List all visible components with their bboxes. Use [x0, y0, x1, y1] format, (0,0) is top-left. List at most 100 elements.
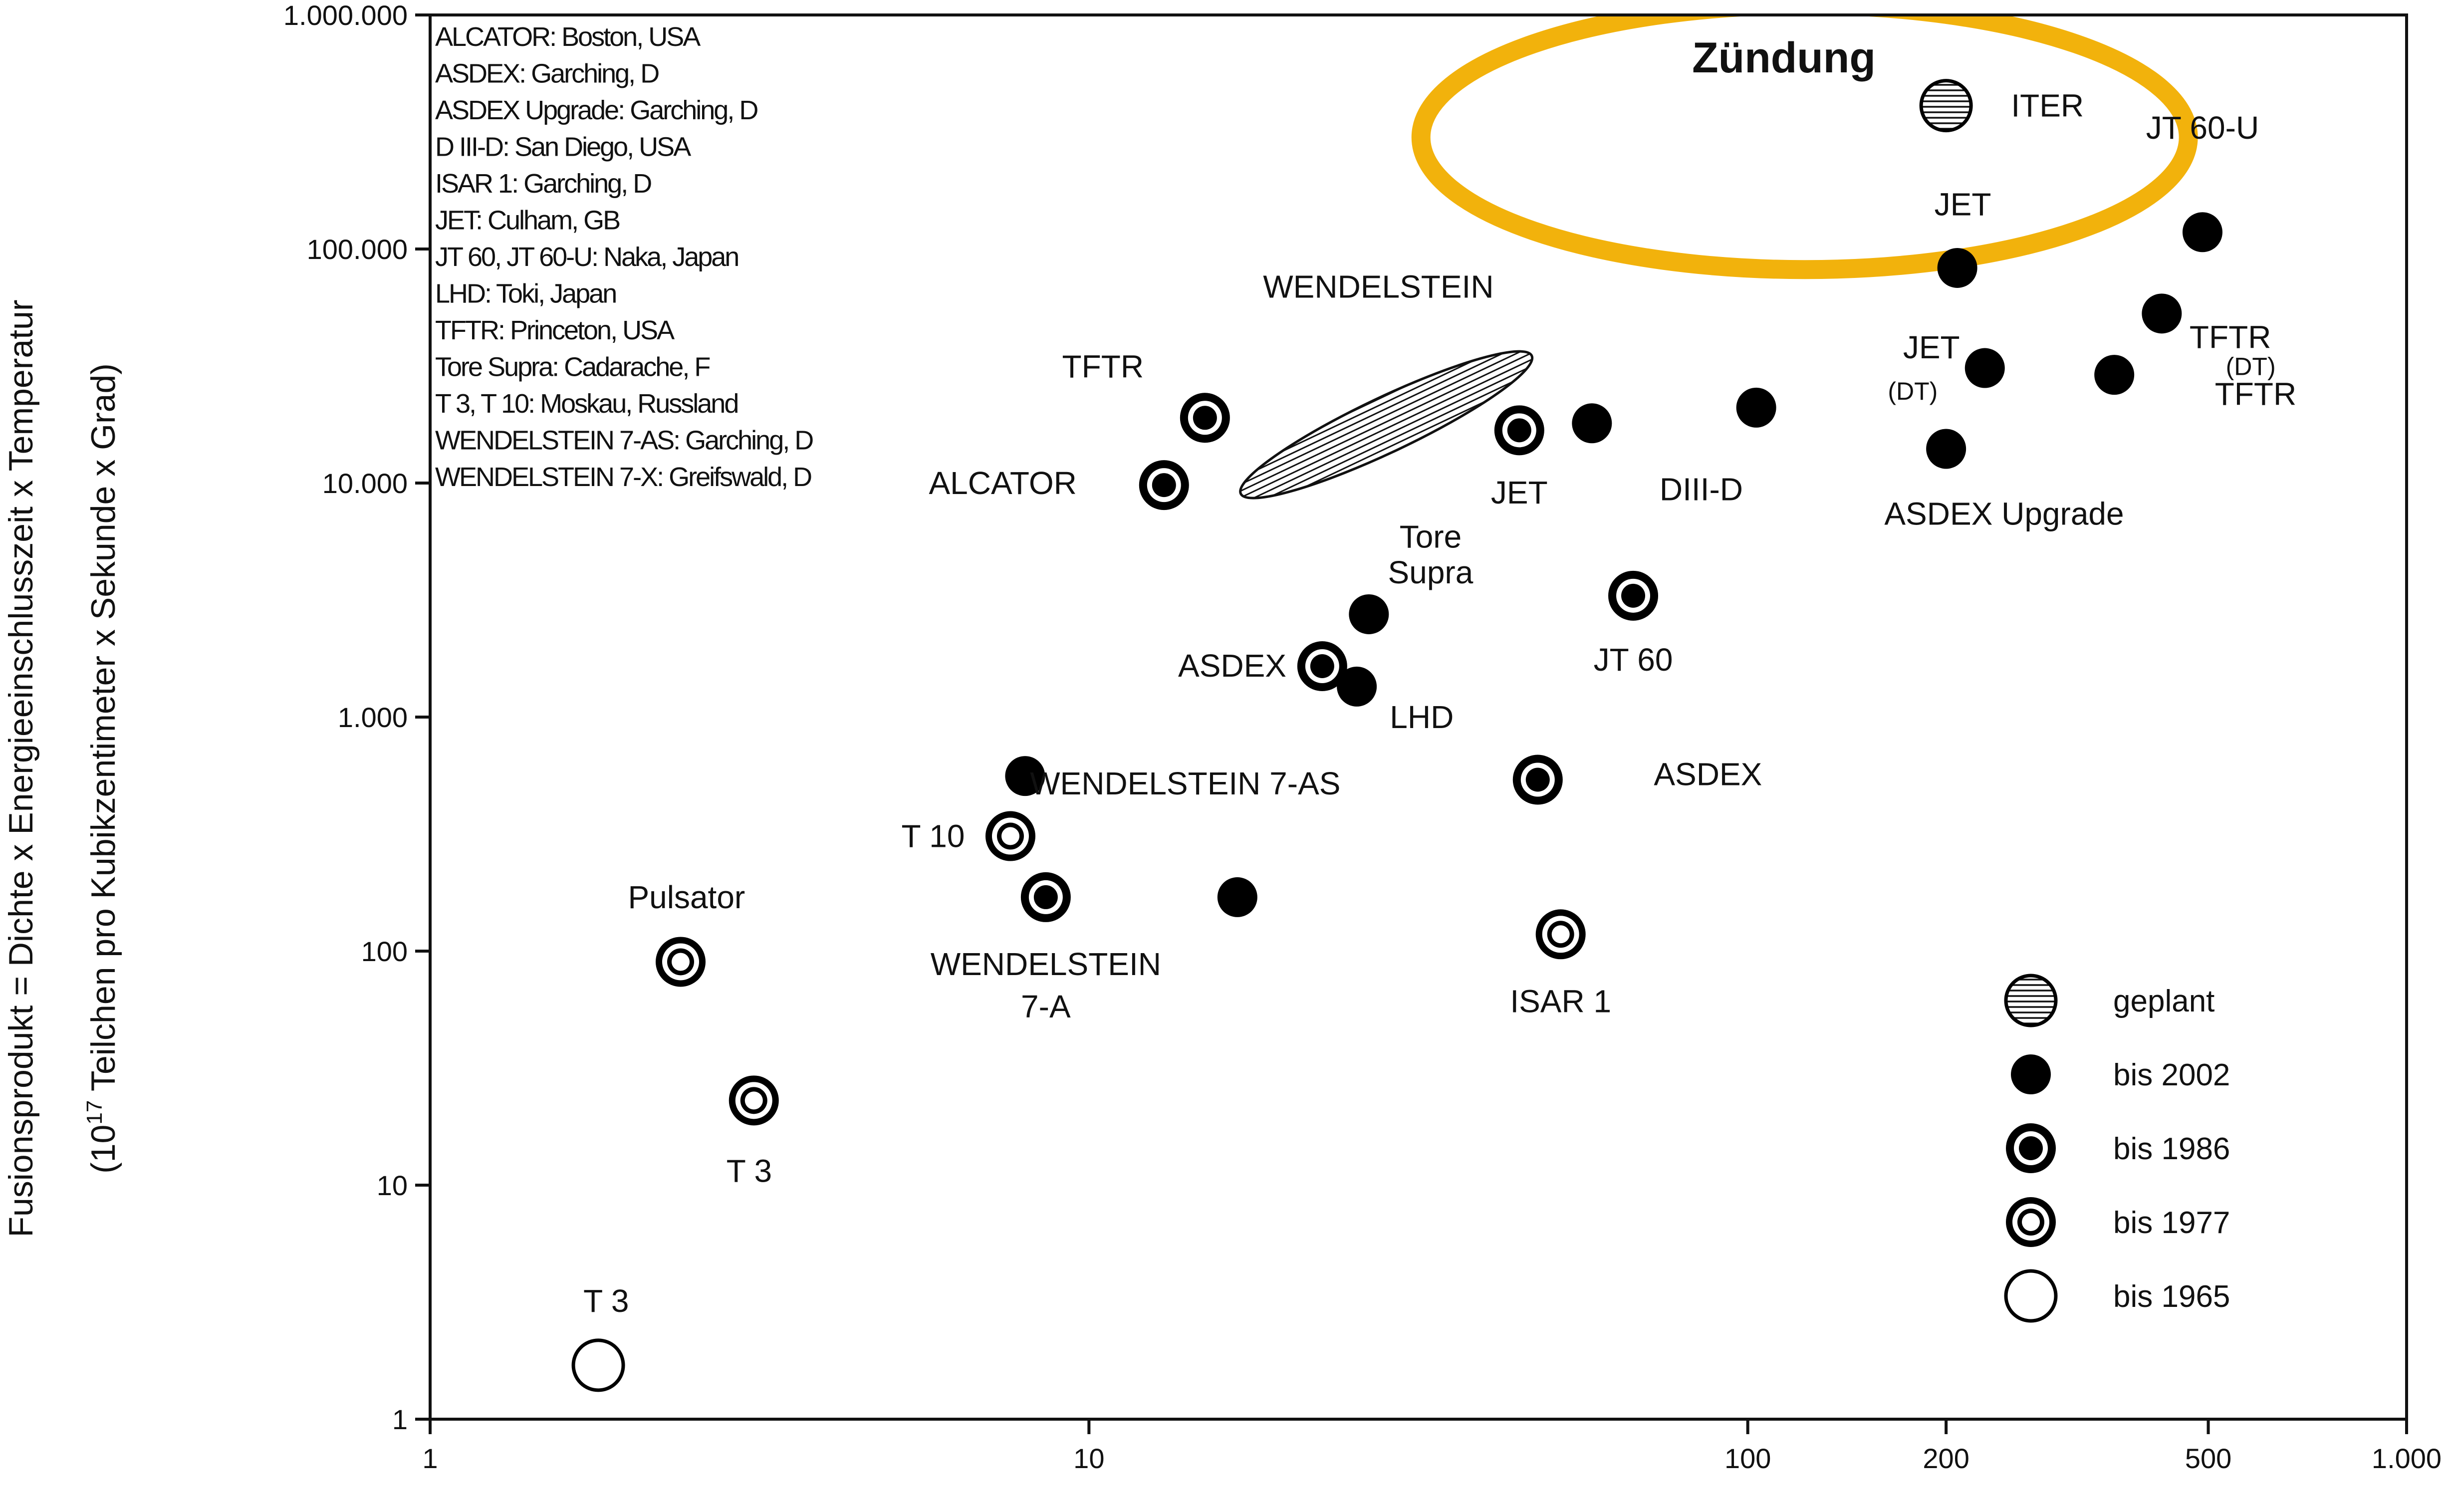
point-label: JET — [1903, 329, 1960, 365]
point-label: TFTR — [2215, 376, 2297, 412]
y-axis-title: Fusionsprodukt = Dichte x Energieeinschl… — [2, 299, 40, 1237]
point-bis2002 — [1937, 248, 1977, 288]
point-label: JT 60 — [1594, 642, 1673, 678]
marker-inner-dot — [1507, 418, 1531, 443]
legend-label: bis 1977 — [2113, 1206, 2230, 1240]
marker-hatched-circle — [1919, 79, 1973, 133]
point-label: ALCATOR — [929, 465, 1076, 501]
facility-entry: WENDELSTEIN 7-X: Greifswald, D — [435, 462, 811, 492]
point-bis2002 — [1926, 429, 1966, 469]
x-tick-label: 100 — [1724, 1443, 1771, 1474]
y-tick-label: 100.000 — [307, 234, 408, 265]
marker-hollow-circle — [2004, 1269, 2058, 1323]
point-bis2002 — [2094, 355, 2135, 395]
marker-filled-disc — [2182, 212, 2222, 252]
point-label: ASDEX — [1178, 648, 1286, 684]
marker-hollow-circle — [571, 1338, 625, 1392]
point-bis1986 — [1494, 405, 1544, 456]
point-label: LHD — [1390, 699, 1454, 735]
legend-marker-bis1965 — [2004, 1269, 2058, 1323]
marker-inner-dot — [1193, 406, 1217, 430]
point-bis2002 — [1349, 594, 1389, 634]
x-tick-label: 500 — [2185, 1443, 2231, 1474]
point-bis2002 — [2182, 212, 2222, 252]
point-bis2002 — [1572, 403, 1612, 444]
x-axis: 1 10 100 200 500 1.000 — [422, 1419, 2442, 1474]
point-bis1986 — [1180, 393, 1230, 443]
facility-entry: JT 60, JT 60-U: Naka, Japan — [435, 242, 738, 272]
facility-entry: ISAR 1: Garching, D — [435, 169, 651, 199]
legend-label: bis 1965 — [2113, 1279, 2230, 1314]
point-label: TFTR — [1062, 348, 1144, 384]
marker-filled-disc — [2094, 355, 2135, 395]
facility-entry: ALCATOR: Boston, USA — [435, 22, 701, 52]
marker-inner-dot — [1621, 583, 1646, 608]
point-label: WENDELSTEIN — [1263, 269, 1493, 305]
marker-inner-dot — [2019, 1136, 2043, 1160]
legend-marker-bis1977 — [2006, 1197, 2056, 1247]
marker-center — [1001, 827, 1019, 845]
point-label: ISAR 1 — [1510, 984, 1611, 1019]
facility-entry: Tore Supra: Cadarache, F — [435, 352, 710, 382]
point-bis1977 — [729, 1075, 779, 1126]
marker-filled-disc — [1937, 248, 1977, 288]
point-geplant — [1919, 79, 1973, 133]
legend-label: geplant — [2113, 984, 2214, 1018]
marker-center — [2022, 1213, 2040, 1231]
point-label: JET — [1935, 187, 1991, 223]
marker-inner-dot — [1152, 473, 1176, 498]
marker-inner-dot — [1033, 885, 1058, 909]
point-label: 7-A — [1021, 989, 1071, 1024]
legend-marker-geplant — [2004, 974, 2058, 1027]
point-label: T 3 — [583, 1283, 629, 1319]
marker-center — [1551, 925, 1570, 944]
wendelstein-7x-ellipse — [1239, 350, 1534, 500]
point-bis1977 — [1535, 909, 1586, 960]
marker-filled-disc — [1217, 877, 1257, 917]
point-bis1965 — [571, 1338, 625, 1392]
point-bis2002 — [1736, 387, 1776, 428]
point-label: ASDEX — [1654, 756, 1762, 792]
y-tick-label: 1.000.000 — [283, 0, 408, 31]
point-bis2002 — [1964, 348, 2005, 388]
facility-entry: T 3, T 10: Moskau, Russland — [435, 389, 737, 419]
marker-filled-disc — [1337, 666, 1377, 707]
marker-filled-disc — [1005, 756, 1045, 796]
marker-filled-disc — [1572, 403, 1612, 444]
facility-entry: WENDELSTEIN 7-AS: Garching, D — [435, 426, 813, 456]
x-tick-label: 200 — [1923, 1443, 1969, 1474]
point-label: WENDELSTEIN — [931, 946, 1161, 982]
marker-filled-disc — [1736, 387, 1776, 428]
y-tick-label: 10 — [377, 1170, 408, 1201]
legend-label: bis 2002 — [2113, 1058, 2230, 1092]
marker-inner-dot — [1525, 767, 1550, 792]
point-labels: T 3 Pulsator T 3 T 10 WENDELSTEIN 7-AS WENDEL… — [583, 88, 2296, 1319]
x-tick-label: 1.000 — [2372, 1443, 2442, 1474]
data-points — [571, 79, 2222, 1392]
facility-entry: LHD: Toki, Japan — [435, 279, 616, 309]
facility-entry: ASDEX: Garching, D — [435, 59, 659, 89]
point-sublabel: (DT) — [1888, 377, 1938, 405]
point-bis1977 — [985, 811, 1035, 861]
point-label: Supra — [1388, 554, 1473, 590]
y-axis-title-units: (1017 Teilchen pro Kubikzentimeter x Sek… — [82, 363, 122, 1174]
facility-entry: ASDEX Upgrade: Garching, D — [435, 95, 757, 125]
point-bis1986 — [1512, 755, 1563, 805]
point-bis1977 — [656, 937, 706, 987]
ignition-label: Zündung — [1692, 34, 1876, 82]
y-tick-label: 10.000 — [322, 468, 408, 499]
point-bis2002 — [1337, 666, 1377, 707]
legend-marker-bis1986 — [2006, 1123, 2056, 1173]
marker-center — [672, 953, 690, 971]
ignition-ring — [1411, 15, 2198, 279]
point-bis1986 — [1297, 641, 1347, 691]
point-sublabel: (DT) — [2226, 352, 2276, 380]
facility-list: ALCATOR: Boston, USA ASDEX: Garching, D AS… — [435, 22, 814, 492]
ignition-region — [1411, 15, 2198, 279]
point-label: JET — [1491, 475, 1548, 510]
marker-filled-disc — [2011, 1054, 2051, 1094]
legend: geplant bis 2002 bis 1986 bis 1977 bis 1965 — [2004, 974, 2230, 1323]
point-bis1986 — [1020, 872, 1071, 922]
x-tick-label: 10 — [1073, 1443, 1104, 1474]
